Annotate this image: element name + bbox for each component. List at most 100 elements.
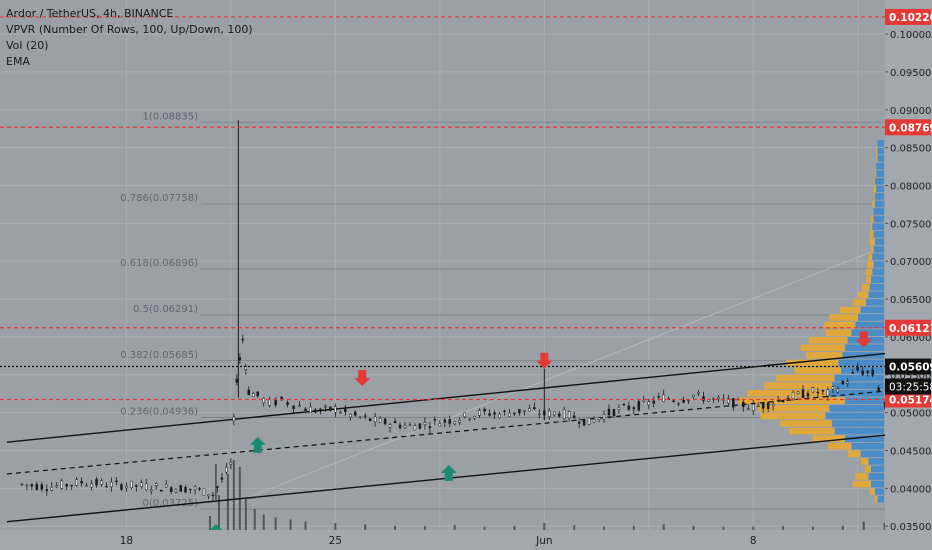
volume-bar	[253, 509, 256, 530]
volume-profile-down-bar	[757, 405, 830, 412]
candle-body	[55, 485, 58, 488]
candle-body	[169, 487, 173, 492]
candle-body	[592, 419, 596, 423]
candle-body	[329, 406, 332, 411]
candle-body	[682, 399, 685, 403]
volume-profile-down-bar	[874, 170, 877, 177]
candle-body	[657, 396, 660, 398]
candle-body	[473, 415, 476, 419]
volume-profile-up-bar	[876, 162, 884, 170]
candle-body	[428, 426, 432, 429]
fib-trend-line	[230, 227, 932, 505]
volume-profile-up-bar	[877, 140, 884, 147]
plot-background	[0, 0, 885, 530]
fib-level-label: 0.5(0.06291)	[133, 304, 198, 315]
fib-level-label: 0.382(0.05685)	[120, 350, 198, 361]
volume-bar	[226, 474, 229, 530]
volume-profile-down-bar	[867, 261, 874, 268]
candle-body	[727, 398, 730, 404]
volume-profile-up-bar	[838, 359, 884, 367]
volume-profile-down-bar	[860, 458, 869, 465]
volume-profile-up-bar	[851, 329, 884, 336]
candle-body	[349, 413, 352, 418]
volume-bar	[304, 521, 307, 530]
candle-body	[433, 419, 437, 421]
volume-profile-up-bar	[876, 170, 884, 177]
candle-body	[791, 391, 795, 399]
candle-body	[286, 402, 289, 405]
volume-profile-up-bar	[834, 374, 884, 382]
volume-profile-down-bar	[873, 193, 875, 200]
volume-bar	[244, 498, 247, 530]
price-level-badge	[885, 119, 931, 136]
candle-body	[241, 338, 245, 341]
channel-lower-line	[6, 429, 932, 523]
legend-symbol[interactable]: Ardor / TetherUS, 4h, BINANCE	[6, 7, 174, 20]
legend-indicator-vpvr[interactable]: VPVR (Number Of Rows, 100, Up/Down, 100)	[6, 23, 253, 36]
chart-legend: Ardor / TetherUS, 4h, BINANCE VPVR (Numb…	[6, 6, 253, 70]
price-level-badge	[885, 319, 931, 336]
volume-profile-up-bar	[874, 238, 884, 246]
volume-profile-up-bar	[873, 230, 884, 238]
volume-profile-up-bar	[873, 215, 884, 223]
volume-profile-down-bar	[794, 367, 842, 374]
candle-body	[488, 413, 491, 416]
volume-profile-down-bar	[874, 495, 878, 503]
time-tick-label: Jun	[535, 535, 552, 547]
volume-bar	[262, 514, 265, 530]
candle-body	[368, 418, 372, 422]
volume-profile-up-bar	[860, 450, 884, 458]
candle-body	[463, 412, 466, 417]
candle-body	[786, 397, 790, 400]
volume-bar	[662, 524, 665, 530]
volume-profile-up-bar	[872, 223, 884, 230]
volume-profile-down-bar	[786, 359, 839, 367]
candle-body	[398, 424, 402, 429]
candle-body	[617, 407, 621, 410]
candle-body	[816, 391, 820, 394]
candle-body	[796, 391, 800, 395]
candle-body	[174, 488, 178, 493]
candle-body	[90, 483, 93, 488]
price-tick-label: 0.06500	[890, 295, 931, 306]
candle-body	[672, 400, 675, 403]
volume-profile-up-bar	[845, 344, 884, 352]
candle-body	[256, 391, 259, 397]
candle-body	[207, 494, 210, 497]
fib-level-label: 0.236(0.04936)	[120, 406, 198, 417]
volume-profile-down-bar	[871, 215, 874, 223]
candle-body	[193, 486, 197, 490]
volume-bar	[543, 523, 546, 530]
candle-body	[572, 415, 576, 419]
candle-body	[821, 390, 825, 392]
candle-body	[523, 410, 526, 412]
volume-profile-down-bar	[871, 223, 873, 230]
candle-body	[262, 398, 265, 403]
volume-profile-down-bar	[869, 238, 875, 246]
candle-body	[861, 370, 864, 375]
candle-body	[85, 484, 88, 487]
candle-body	[202, 488, 206, 496]
red-down-arrow	[354, 370, 371, 387]
volume-bar	[208, 516, 211, 530]
volume-bar	[722, 526, 725, 530]
candle-body	[508, 412, 511, 417]
volume-profile-up-bar	[877, 155, 884, 162]
volume-bar	[364, 524, 367, 530]
candle-body	[712, 398, 715, 400]
candle-body	[811, 387, 815, 393]
volume-profile-up-bar	[860, 306, 884, 314]
candle-body	[438, 423, 442, 427]
candle-body	[319, 408, 322, 412]
legend-indicator-ema[interactable]: EMA	[6, 55, 30, 68]
price-tick-label: 0.05000	[890, 409, 931, 420]
volume-profile-up-bar	[877, 147, 884, 155]
legend-indicator-vol[interactable]: Vol (20)	[6, 39, 49, 52]
price-tick-label: 0.09000	[890, 106, 931, 117]
volume-profile-up-bar	[845, 397, 884, 405]
candle-body	[468, 418, 471, 420]
volume-profile-down-bar	[876, 155, 878, 162]
price-level-badge-text: 0.06121	[889, 323, 932, 335]
